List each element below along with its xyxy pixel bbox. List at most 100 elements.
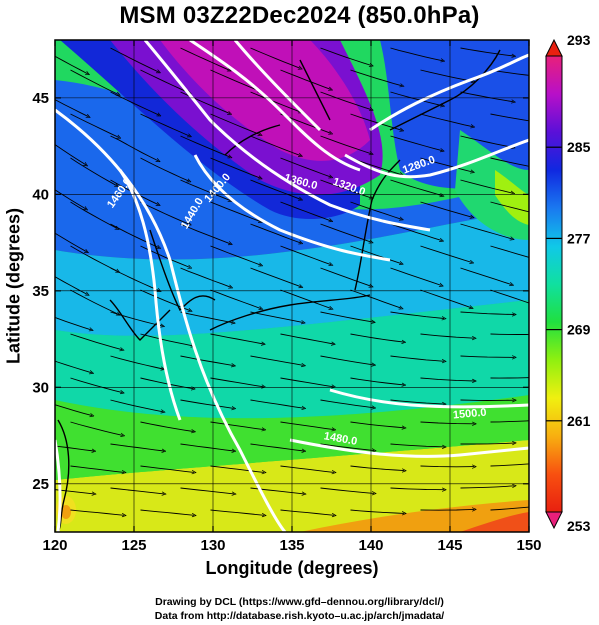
streamline [180, 47, 230, 70]
streamline [460, 443, 515, 444]
streamline [110, 311, 163, 326]
y-tick-label: 30 [32, 379, 49, 396]
streamline [70, 377, 123, 393]
streamline [490, 201, 529, 213]
streamline [420, 466, 475, 467]
streamline [210, 289, 262, 309]
streamline [460, 267, 512, 285]
streamline [210, 113, 261, 135]
streamline [320, 135, 372, 154]
streamline [110, 443, 165, 451]
streamline [210, 69, 261, 91]
streamline [350, 509, 405, 513]
colorbar-under-arrow [545, 511, 563, 530]
wind-streamlines [55, 47, 599, 515]
streamline [110, 267, 160, 291]
streamline [250, 311, 304, 323]
streamline [320, 487, 375, 493]
streamline [320, 443, 375, 451]
streamline [390, 135, 443, 151]
streamline [180, 223, 231, 244]
streamline [490, 463, 529, 467]
streamline [420, 333, 475, 338]
streamline [490, 506, 529, 511]
streamline [390, 47, 443, 61]
contour-label: 1500.0 [452, 407, 487, 422]
streamline [180, 399, 234, 408]
streamline [490, 420, 529, 423]
streamline [350, 333, 404, 342]
streamline [561, 70, 599, 72]
streamline [180, 267, 231, 287]
colorbar-tick-label: 269 [567, 322, 591, 338]
streamline [55, 144, 87, 165]
streamline [561, 246, 599, 260]
streamline [490, 377, 529, 379]
streamline [280, 465, 335, 472]
streamline [55, 404, 93, 416]
streamline [280, 245, 332, 265]
streamline [420, 201, 473, 217]
streamline [460, 179, 513, 193]
streamline [460, 135, 514, 148]
streamline [180, 135, 231, 157]
colorbar-tick-label: 285 [567, 139, 591, 155]
streamline [140, 69, 190, 93]
streamline [390, 399, 445, 404]
streamline [390, 91, 443, 106]
streamline [55, 445, 95, 451]
x-tick-label: 125 [121, 537, 146, 554]
streamline [250, 267, 302, 287]
streamline [250, 443, 305, 451]
streamline [320, 223, 372, 242]
streamline [55, 276, 88, 295]
credit-line-2: Data from http://database.rish.kyoto–u.a… [154, 610, 445, 622]
streamline [110, 355, 163, 369]
streamline [350, 465, 405, 471]
streamline [55, 489, 95, 494]
streamline [280, 201, 332, 221]
streamline [140, 333, 194, 346]
x-tick-label: 145 [437, 537, 462, 554]
streamline [140, 465, 195, 472]
streamline [210, 465, 265, 472]
streamline [420, 157, 473, 172]
streamline [210, 245, 261, 265]
streamline [420, 113, 473, 127]
streamline [70, 421, 123, 435]
streamline [460, 486, 515, 489]
streamline [350, 245, 402, 264]
streamline [70, 69, 119, 95]
streamline [140, 157, 190, 181]
y-tick-label: 35 [32, 283, 49, 300]
streamline [280, 421, 334, 430]
x-tick-label: 120 [42, 537, 67, 554]
streamline [110, 487, 165, 494]
streamline [250, 399, 304, 408]
streamline [490, 245, 529, 258]
axes: 120 125 130 135 140 145 150 25 30 35 40 45 [32, 40, 542, 554]
streamline [140, 509, 195, 515]
streamline [561, 290, 599, 307]
streamline [140, 421, 194, 432]
streamline [390, 311, 445, 319]
streamline [460, 356, 515, 357]
streamline [460, 400, 515, 401]
streamline [210, 333, 264, 344]
x-tick-label: 135 [279, 537, 304, 554]
streamline [180, 355, 234, 366]
streamline [210, 157, 261, 178]
streamline [110, 223, 160, 248]
y-axis-label: Latitude (degrees) [3, 207, 24, 365]
streamline [280, 69, 331, 89]
streamline [140, 201, 190, 224]
streamline [390, 355, 445, 361]
streamline [140, 113, 190, 136]
y-tick-label: 45 [32, 90, 49, 107]
streamline [180, 487, 235, 494]
streamline [320, 47, 372, 66]
map-title: MSM 03Z22Dec2024 (850.0hPa) [119, 2, 480, 29]
streamline [70, 113, 120, 138]
colorbar-tick-label: 253 [567, 518, 591, 534]
